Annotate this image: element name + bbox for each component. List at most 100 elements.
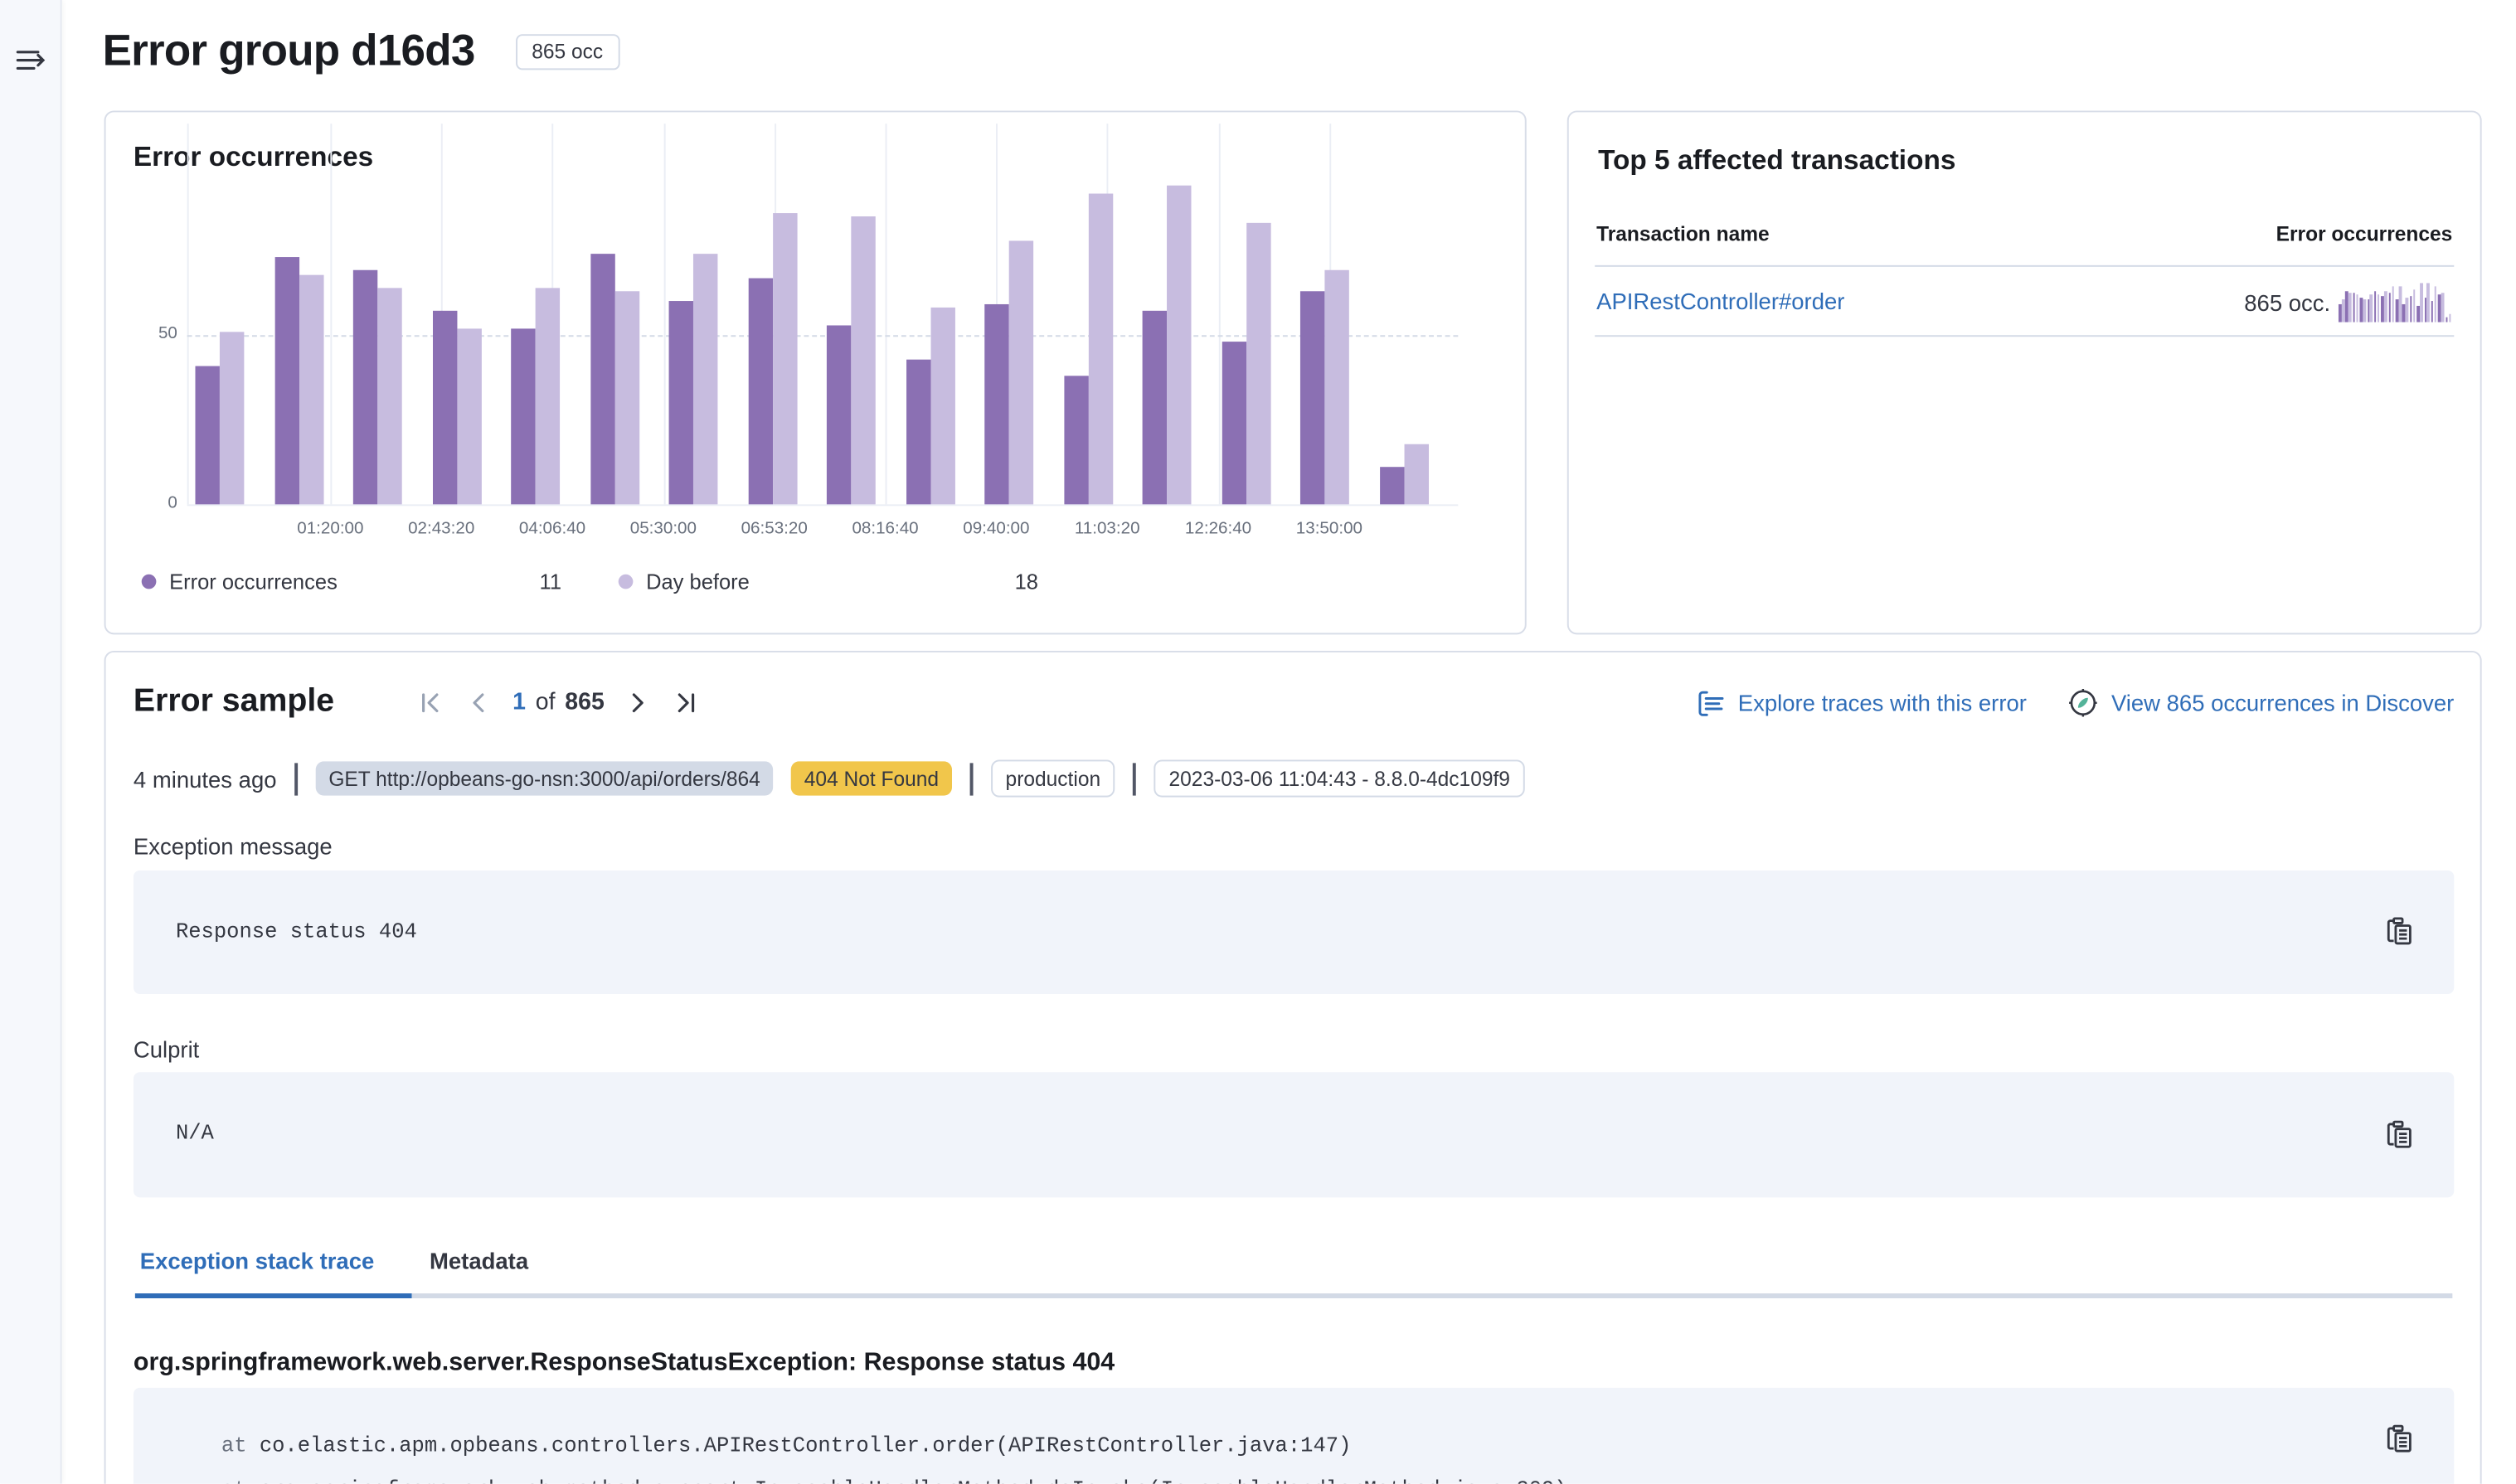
- gridline: [1218, 124, 1221, 505]
- error-sample-panel: Error sample 1 of 8: [104, 650, 2482, 1484]
- transaction-link[interactable]: APIRestController#order: [1596, 288, 1845, 314]
- chart-title: Error occurrences: [133, 141, 374, 173]
- gridline-50: [187, 335, 1459, 337]
- legend-item[interactable]: Error occurrences 11: [141, 569, 562, 594]
- exception-message-label: Exception message: [133, 832, 333, 860]
- sparkline-bar: [2391, 285, 2395, 322]
- sparkline-bar: [2426, 282, 2431, 322]
- sparkline-bar: [2377, 295, 2380, 322]
- x-axis-tick-label: 12:26:40: [1184, 519, 1252, 539]
- sparkline-bar: [2398, 286, 2402, 322]
- sample-tabs: Exception stack trace Metadata: [135, 1248, 533, 1273]
- gridline: [330, 124, 333, 505]
- sparkline-bar: [2367, 299, 2370, 322]
- legend-value: 11: [539, 569, 562, 594]
- occurrences-count-badge: 865 occ: [515, 33, 619, 70]
- x-axis-tick-label: 05:30:00: [629, 519, 697, 539]
- collapsed-nav-sidebar: [0, 0, 62, 1484]
- bar-day-before: [299, 274, 323, 505]
- http-status-badge: 404 Not Found: [791, 761, 952, 796]
- sparkline-bar: [2388, 293, 2392, 322]
- occurrences-sparkline: [2338, 281, 2452, 322]
- bar-day-before: [1246, 223, 1270, 505]
- sparkline-bar: [2359, 298, 2363, 322]
- copy-clipboard-icon: [2386, 1424, 2411, 1452]
- first-page-button[interactable]: [415, 686, 447, 719]
- sparkline-bar: [2431, 301, 2434, 322]
- last-page-icon: [678, 693, 695, 713]
- top5-table: Transaction name Error occurrences APIRe…: [1595, 206, 2455, 337]
- stack-frame: at org.springframework.web.method.suppor…: [221, 1477, 1567, 1484]
- of-label: of: [535, 690, 556, 716]
- copy-stack-trace-button[interactable]: [2382, 1423, 2415, 1456]
- stack-frame-at: at: [221, 1433, 260, 1458]
- page-header: Error group d16d3 865 occ: [103, 26, 619, 76]
- exception-message-block: Response status 404: [133, 870, 2455, 995]
- x-axis-tick-label: 11:03:20: [1074, 519, 1140, 539]
- top5-title: Top 5 affected transactions: [1598, 144, 1956, 176]
- tab-metadata[interactable]: Metadata: [425, 1248, 533, 1273]
- bar-day-before: [851, 216, 876, 505]
- col-error-occurrences: Error occurrences: [2276, 222, 2453, 246]
- culprit-block: N/A: [133, 1072, 2455, 1198]
- culprit-value: N/A: [175, 1121, 214, 1146]
- y-axis-label: 50: [158, 323, 177, 344]
- sparkline-bar: [2345, 291, 2348, 322]
- page-title: Error group d16d3: [102, 26, 476, 75]
- bar-day-before: [614, 291, 639, 505]
- error-sample-title: Error sample: [133, 683, 335, 720]
- view-in-discover-button[interactable]: View 865 occurrences in Discover: [2069, 688, 2454, 717]
- sparkline-bar: [2409, 297, 2412, 322]
- copy-exception-message-button[interactable]: [2382, 916, 2415, 948]
- bar-day-before: [1087, 192, 1113, 505]
- stack-frame-text: org.springframework.web.method.support.I…: [260, 1477, 1567, 1484]
- tab-exception-stack-trace[interactable]: Exception stack trace: [135, 1248, 379, 1273]
- timestamp-relative: 4 minutes ago: [133, 765, 277, 792]
- gridline: [187, 124, 189, 505]
- bar-current: [1221, 342, 1246, 505]
- x-axis-tick-label: 09:40:00: [963, 519, 1030, 539]
- sparkline-bar: [2356, 294, 2359, 322]
- bar-day-before: [535, 288, 561, 505]
- legend-dot: [618, 574, 634, 589]
- copy-culprit-button[interactable]: [2382, 1119, 2415, 1152]
- sparkline-bar: [2412, 289, 2416, 322]
- axis-baseline: [187, 504, 1459, 507]
- bar-current: [1142, 311, 1168, 505]
- gridline: [885, 124, 887, 505]
- sparkline-bar: [2353, 293, 2356, 322]
- occurrences-value: 865 occ.: [2244, 289, 2331, 315]
- gridline: [663, 124, 665, 505]
- prev-page-button[interactable]: [462, 686, 494, 719]
- sparkline-bar: [2416, 305, 2420, 322]
- x-axis-tick-label: 13:50:00: [1295, 519, 1362, 539]
- top5-transactions-panel: Top 5 affected transactions Transaction …: [1566, 110, 2482, 635]
- bar-day-before: [930, 308, 954, 505]
- bar-day-before: [456, 328, 481, 505]
- legend-item[interactable]: Day before 18: [618, 570, 1038, 594]
- sparkline-bar: [2370, 294, 2373, 322]
- exception-message-value: Response status 404: [175, 919, 417, 944]
- sparkline-bar: [2402, 303, 2406, 322]
- stack-frame-text: co.elastic.apm.opbeans.controllers.APIRe…: [259, 1433, 1352, 1458]
- explore-traces-button[interactable]: Explore traces with this error: [1698, 688, 2027, 717]
- sparkline-bar: [2420, 283, 2423, 322]
- col-transaction-name: Transaction name: [1596, 222, 1770, 246]
- bar-day-before: [1008, 240, 1034, 505]
- last-page-button[interactable]: [669, 686, 702, 719]
- sparkline-bar: [2338, 304, 2342, 322]
- bar-current: [1379, 467, 1404, 505]
- sample-meta-row: 4 minutes ago GET http://opbeans-go-nsn:3…: [133, 759, 1525, 798]
- expand-menu-button[interactable]: [12, 42, 51, 81]
- menu-right-icon: [16, 50, 46, 70]
- sparkline-bar: [2406, 297, 2409, 322]
- top5-table-header: Transaction name Error occurrences: [1595, 206, 2455, 267]
- bar-current: [984, 304, 1009, 505]
- stack-frame-at: at: [221, 1477, 260, 1484]
- bar-current: [906, 358, 930, 505]
- next-page-button[interactable]: [622, 686, 654, 719]
- chart-legend: Error occurrences 11 Day before 18: [141, 569, 1038, 594]
- copy-clipboard-icon: [2386, 1120, 2411, 1148]
- first-page-icon: [422, 693, 439, 713]
- sparkline-bar: [2445, 317, 2448, 322]
